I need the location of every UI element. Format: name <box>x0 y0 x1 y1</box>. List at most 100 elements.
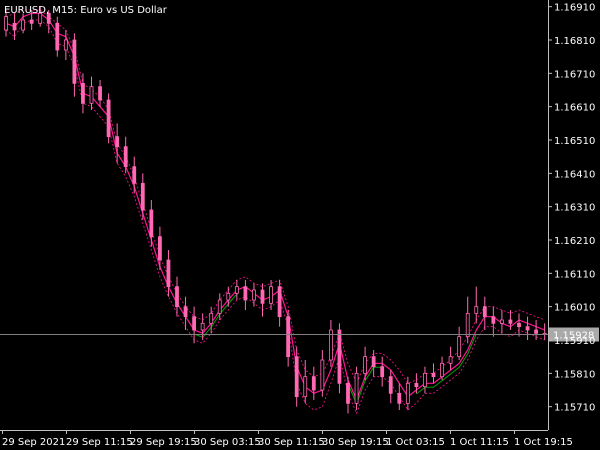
candle-body <box>149 209 154 238</box>
y-tick-label: 1.16010 <box>554 303 595 314</box>
y-tick-label: 1.15910 <box>554 336 595 347</box>
candle-body <box>423 372 427 388</box>
y-tick-label: 1.16910 <box>554 3 595 14</box>
candle-body <box>192 316 197 331</box>
candle-body <box>448 356 453 364</box>
x-tick-label: 29 Sep 19:15 <box>130 437 197 448</box>
candle-body <box>115 136 120 148</box>
candle-body <box>55 22 60 51</box>
candle-body <box>166 259 171 288</box>
candle-body <box>46 12 51 24</box>
ma-line <box>5 19 545 415</box>
x-tick-label: 30 Sep 11:15 <box>258 437 325 448</box>
candle-body <box>388 376 393 394</box>
candle-body <box>474 306 479 314</box>
candle-body <box>21 19 26 31</box>
x-tick-label: 30 Sep 03:15 <box>194 437 261 448</box>
candle-body <box>346 382 350 404</box>
candle-body <box>175 286 179 308</box>
ma-uptrend-line <box>193 293 238 338</box>
candle-body <box>72 39 77 84</box>
candle-body <box>294 356 299 398</box>
candle-body <box>320 359 325 391</box>
candle-body <box>354 372 359 404</box>
candle-body <box>140 182 145 211</box>
x-tick-label: 30 Sep 19:15 <box>322 437 389 448</box>
candle-body <box>106 99 111 138</box>
moving-average-lines <box>5 9 545 415</box>
chart-frame <box>0 0 549 431</box>
ma-line <box>5 12 545 402</box>
x-tick-label: 29 Sep 2021 <box>2 437 65 448</box>
candlesticks <box>4 6 547 414</box>
y-axis: 1.16910 1.16810 1.16710 1.16610 1.16510 1.164… <box>548 3 595 414</box>
candle-body <box>337 329 342 384</box>
y-tick-label: 1.16110 <box>554 269 595 280</box>
candle-body <box>380 366 385 378</box>
price-badge-label: 1.15928 <box>553 331 594 342</box>
candle-body <box>81 82 85 104</box>
candle-body <box>38 12 43 24</box>
ma-line <box>5 9 545 385</box>
x-tick-label: 1 Oct 03:15 <box>386 437 445 448</box>
price-badge <box>549 327 599 342</box>
y-tick-label: 1.16510 <box>554 136 595 147</box>
candle-body <box>465 312 470 338</box>
candle-body <box>157 236 162 261</box>
x-tick-label: 29 Sep 11:15 <box>66 437 133 448</box>
candle-body <box>482 306 487 318</box>
candle-body <box>534 329 538 334</box>
candle-body <box>217 299 222 314</box>
candle-body <box>4 16 8 31</box>
candle-body <box>123 146 128 168</box>
candle-body <box>89 86 94 104</box>
candle-body <box>397 392 402 404</box>
candle-body <box>226 292 231 301</box>
candle-body <box>457 336 462 358</box>
candle-body <box>209 312 214 324</box>
candle-body <box>303 376 308 398</box>
candle-body <box>260 289 265 304</box>
candle-body <box>328 329 333 361</box>
candle-body <box>491 316 496 324</box>
candle-body <box>243 286 248 301</box>
candle-body <box>29 19 34 24</box>
y-tick-label: 1.16810 <box>554 36 595 47</box>
ma-uptrend-line <box>347 366 383 406</box>
x-tick-label: 1 Oct 11:15 <box>450 437 509 448</box>
y-tick-label: 1.16410 <box>554 169 595 180</box>
candle-body <box>234 286 239 294</box>
y-tick-label: 1.15710 <box>554 403 595 414</box>
candle-body <box>499 319 504 324</box>
candle-body <box>363 356 368 374</box>
candle-body <box>269 286 273 304</box>
candle-body <box>414 382 419 388</box>
candle-body <box>311 376 316 391</box>
candle-body <box>525 326 530 331</box>
candle-body <box>132 166 137 184</box>
x-tick-label: 1 Oct 19:15 <box>514 437 573 448</box>
y-tick-label: 1.16210 <box>554 236 595 247</box>
candle-body <box>371 356 376 368</box>
candle-body <box>431 372 436 378</box>
candle-body <box>98 86 102 101</box>
y-tick-label: 1.15810 <box>554 369 595 380</box>
chart-title: EURUSD, M15: Euro vs US Dollar <box>4 5 168 16</box>
candle-body <box>12 22 17 31</box>
candle-body <box>286 316 291 358</box>
candle-body <box>517 322 521 328</box>
ma-uptrend-line <box>416 333 477 395</box>
y-tick-label: 1.16710 <box>554 69 595 80</box>
candle-body <box>183 306 188 318</box>
candle-body <box>252 289 256 301</box>
y-tick-label: 1.16610 <box>554 103 595 114</box>
candle-body <box>440 362 444 378</box>
candle-body <box>405 382 410 404</box>
candle-body <box>277 286 282 318</box>
candle-body <box>508 319 513 324</box>
candle-body <box>200 322 205 331</box>
candle-body <box>63 39 68 51</box>
